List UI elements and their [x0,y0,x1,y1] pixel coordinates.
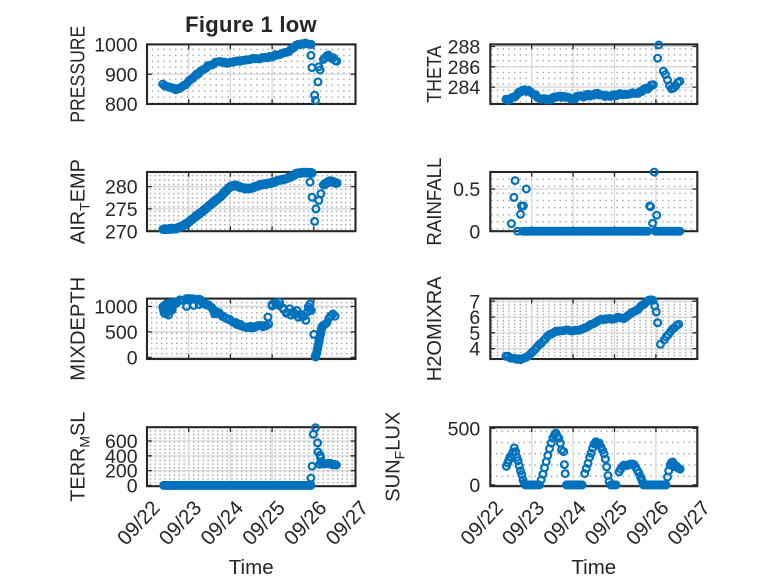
svg-text:6: 6 [469,307,480,329]
svg-text:500: 500 [105,322,138,344]
svg-text:0: 0 [469,221,480,243]
svg-text:500: 500 [448,419,481,441]
svg-text:AIRTEMP: AIRTEMP [68,159,93,244]
svg-text:4: 4 [469,339,480,361]
svg-text:900: 900 [105,64,138,86]
svg-text:280: 280 [105,177,138,199]
svg-text:0.5: 0.5 [453,179,480,201]
svg-text:286: 286 [448,57,481,79]
svg-text:800: 800 [105,94,138,116]
svg-text:0: 0 [469,475,480,497]
svg-text:288: 288 [448,37,481,59]
svg-text:PRESSURE: PRESSURE [68,26,90,123]
svg-text:Time: Time [229,556,274,579]
svg-text:275: 275 [105,199,138,221]
svg-text:THETA: THETA [424,45,446,103]
svg-text:MIXDEPTH: MIXDEPTH [68,277,90,381]
svg-text:270: 270 [105,221,138,243]
svg-text:600: 600 [105,431,138,453]
svg-text:0: 0 [127,348,138,370]
svg-text:TERRMSL: TERRMSL [68,412,93,502]
svg-text:0: 0 [127,476,138,498]
svg-text:Figure 1 low: Figure 1 low [185,12,317,37]
svg-text:200: 200 [105,461,138,483]
svg-text:7: 7 [469,291,480,313]
svg-text:Time: Time [571,556,616,579]
svg-text:5: 5 [469,323,480,345]
svg-text:400: 400 [105,446,138,468]
svg-text:H2OMIXRA: H2OMIXRA [424,276,446,382]
svg-text:1000: 1000 [94,297,138,319]
svg-text:RAINFALL: RAINFALL [424,158,446,246]
svg-text:1000: 1000 [94,35,138,57]
svg-text:284: 284 [448,77,481,99]
